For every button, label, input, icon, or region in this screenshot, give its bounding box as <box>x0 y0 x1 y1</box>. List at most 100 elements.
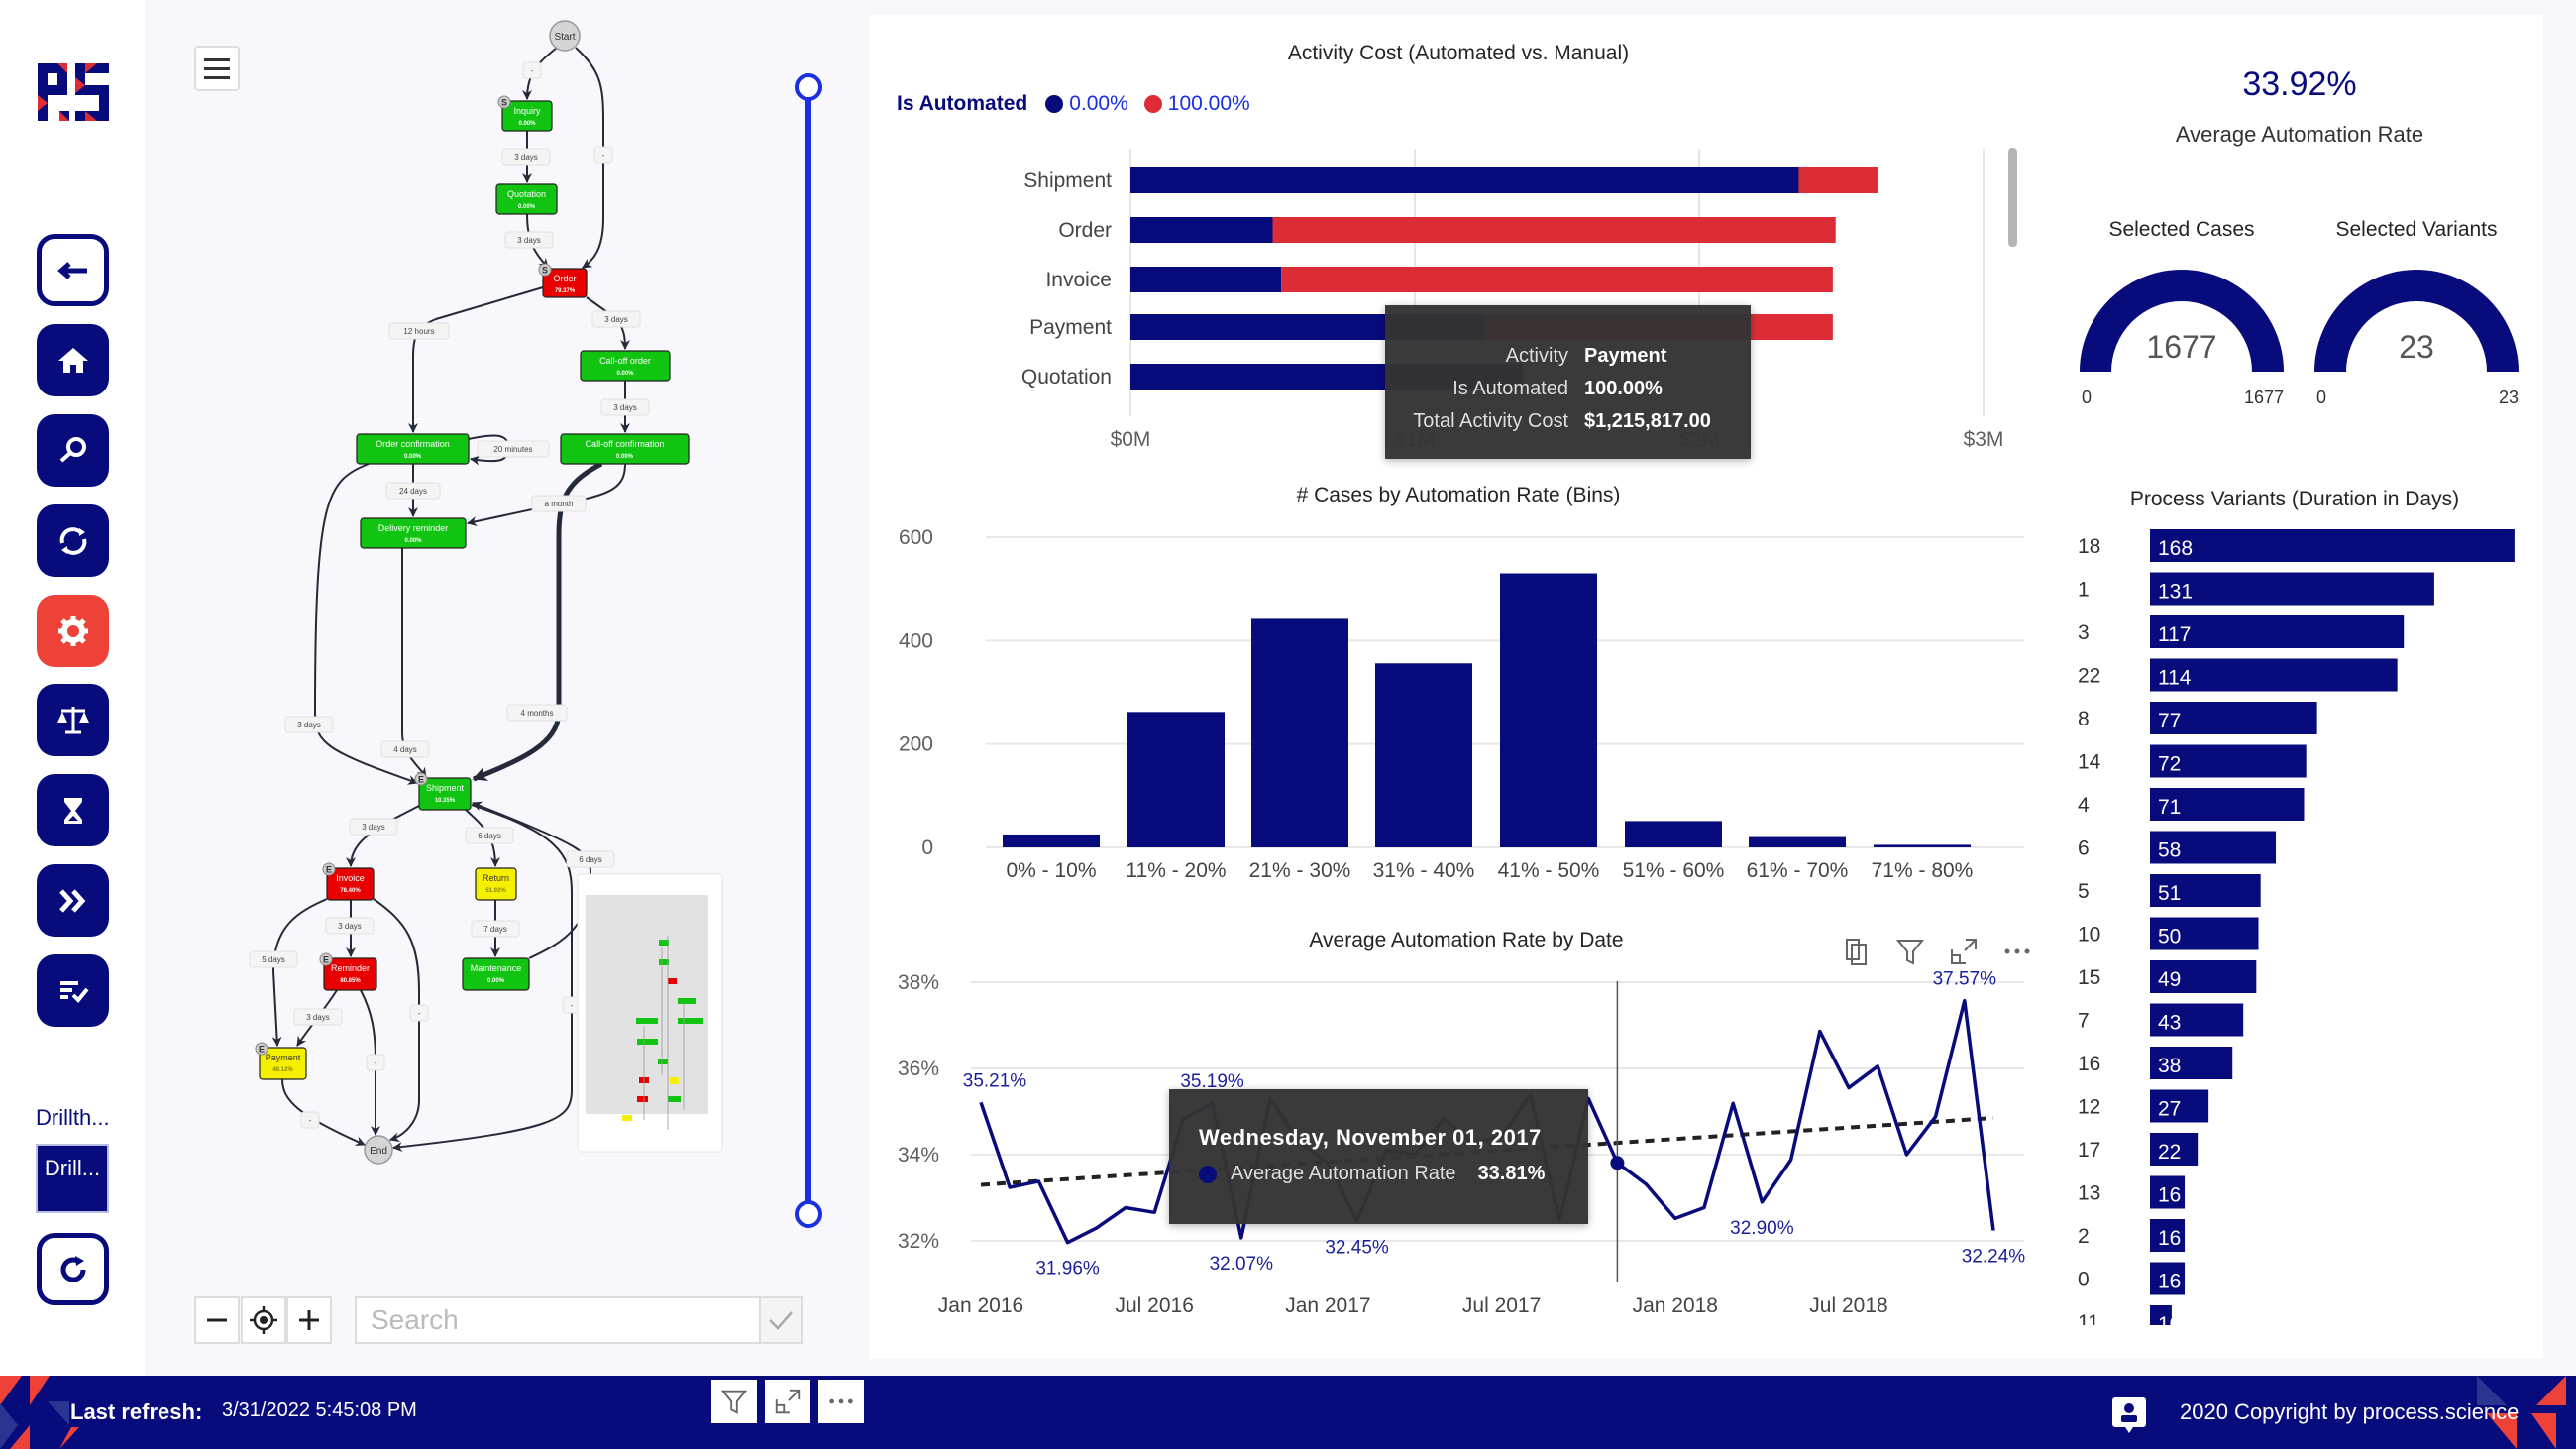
process-node[interactable]: Invoice 78.40% E <box>322 862 375 901</box>
node-box[interactable] <box>462 957 530 991</box>
process-node[interactable]: Quotation 0.00% <box>495 183 558 215</box>
variant-bar[interactable] <box>2150 658 2398 692</box>
data-point[interactable] <box>1672 1215 1678 1221</box>
variant-bar[interactable] <box>2150 1089 2209 1123</box>
node-box[interactable] <box>326 867 375 901</box>
legend-item[interactable]: 0.00% <box>1069 92 1128 115</box>
node-box[interactable] <box>418 777 472 811</box>
process-node[interactable]: Delivery reminder 0.00% <box>360 517 467 549</box>
search-input[interactable] <box>355 1296 761 1344</box>
variant-bar[interactable] <box>2150 744 2307 778</box>
duration-button[interactable] <box>37 774 109 846</box>
bar-segment[interactable] <box>1281 267 1833 292</box>
data-point[interactable] <box>1035 1178 1041 1184</box>
activity-cost-scrollbar[interactable] <box>2008 148 2017 247</box>
zoom-slider[interactable] <box>795 73 822 1228</box>
data-point[interactable] <box>1846 1085 1852 1091</box>
edge[interactable] <box>392 804 573 1152</box>
histogram-bar[interactable] <box>1127 712 1225 847</box>
process-node[interactable]: Maintenance 0.00% <box>462 957 530 991</box>
reset-button[interactable] <box>37 1233 109 1305</box>
histogram-bar[interactable] <box>1625 821 1722 847</box>
cases-histogram[interactable]: 0 200 400 600 0% - 10% 11% - 20% 21% - 30% 31% … <box>899 526 2024 882</box>
focus-mode-icon[interactable] <box>1948 936 1980 967</box>
variant-bar[interactable] <box>2150 788 2305 821</box>
edge[interactable] <box>313 463 418 785</box>
checklist-button[interactable] <box>37 954 109 1027</box>
variant-bar[interactable] <box>2150 1305 2172 1338</box>
refresh-cycle-button[interactable] <box>37 504 109 577</box>
data-point[interactable] <box>1238 1235 1244 1241</box>
variant-bar[interactable] <box>2150 1262 2186 1295</box>
data-point[interactable] <box>1094 1225 1100 1231</box>
slider-handle-top[interactable] <box>795 73 822 101</box>
data-point[interactable] <box>1788 1157 1794 1163</box>
edge[interactable] <box>472 801 592 959</box>
variant-bar[interactable] <box>2150 917 2259 950</box>
bar-segment[interactable] <box>1130 217 1273 243</box>
data-point[interactable] <box>1730 1100 1736 1106</box>
node-box[interactable] <box>356 433 470 465</box>
data-point[interactable] <box>1644 1181 1650 1187</box>
user-feedback-icon[interactable] <box>2112 1397 2146 1433</box>
bar-segment[interactable] <box>1130 267 1282 292</box>
process-node[interactable]: Inquiry 0.00% S <box>497 95 553 132</box>
data-point[interactable] <box>1962 998 1968 1004</box>
end-node[interactable]: End <box>364 1135 393 1165</box>
variant-bar[interactable] <box>2150 831 2277 864</box>
edge[interactable] <box>281 1078 366 1146</box>
bar-segment[interactable] <box>1798 167 1878 193</box>
node-box[interactable] <box>542 268 588 298</box>
data-point[interactable] <box>1065 1240 1071 1246</box>
variant-bar[interactable] <box>2150 702 2317 734</box>
data-point[interactable] <box>1990 1228 1996 1234</box>
variant-bar[interactable] <box>2150 572 2434 606</box>
settings-button[interactable] <box>37 595 109 667</box>
data-point[interactable] <box>1151 1209 1157 1215</box>
start-node[interactable]: Start <box>549 20 581 52</box>
data-point[interactable] <box>1701 1205 1707 1211</box>
variant-bar[interactable] <box>2150 615 2405 648</box>
node-box[interactable] <box>259 1047 307 1080</box>
node-box[interactable] <box>560 433 690 465</box>
more-options-icon[interactable] <box>2001 936 2033 967</box>
center-map-button[interactable] <box>241 1296 286 1344</box>
edge[interactable] <box>575 47 604 269</box>
data-point[interactable] <box>978 1099 984 1105</box>
data-point[interactable] <box>1759 1199 1765 1205</box>
home-button[interactable] <box>37 324 109 396</box>
next-button[interactable] <box>37 864 109 937</box>
data-point[interactable] <box>1123 1205 1128 1211</box>
histogram-bar[interactable] <box>1874 844 1971 847</box>
zoom-in-button[interactable] <box>286 1296 332 1344</box>
search-button[interactable] <box>37 414 109 487</box>
minimap[interactable] <box>577 873 723 1153</box>
node-box[interactable] <box>501 100 553 132</box>
menu-button[interactable] <box>194 46 240 91</box>
process-node[interactable]: Call-off order 0.00% <box>580 350 671 382</box>
histogram-bar[interactable] <box>1003 834 1100 847</box>
histogram-bar[interactable] <box>1749 836 1846 847</box>
node-box[interactable] <box>323 957 377 991</box>
variant-bar[interactable] <box>2150 1133 2199 1166</box>
variant-bar[interactable] <box>2150 1219 2186 1252</box>
process-node[interactable]: Call-off confirmation 0.00% <box>560 433 690 465</box>
zoom-out-button[interactable] <box>194 1296 240 1344</box>
histogram-bar[interactable] <box>1375 663 1472 847</box>
search-confirm-button[interactable] <box>759 1296 803 1344</box>
node-box[interactable] <box>475 867 517 901</box>
node-box[interactable] <box>360 517 467 549</box>
more-options-button[interactable] <box>818 1380 864 1423</box>
variant-bar[interactable] <box>2150 529 2515 562</box>
node-box[interactable] <box>495 183 558 215</box>
data-point[interactable] <box>1007 1184 1013 1190</box>
node-box[interactable] <box>580 350 671 382</box>
focus-mode-button[interactable] <box>765 1380 810 1423</box>
data-point[interactable] <box>1875 1063 1880 1069</box>
process-node[interactable]: Reminder 80.85% E <box>319 952 377 991</box>
histogram-bar[interactable] <box>1251 618 1348 847</box>
variant-bar[interactable] <box>2150 1047 2233 1079</box>
process-node[interactable]: Order 79.37% S <box>538 263 588 298</box>
